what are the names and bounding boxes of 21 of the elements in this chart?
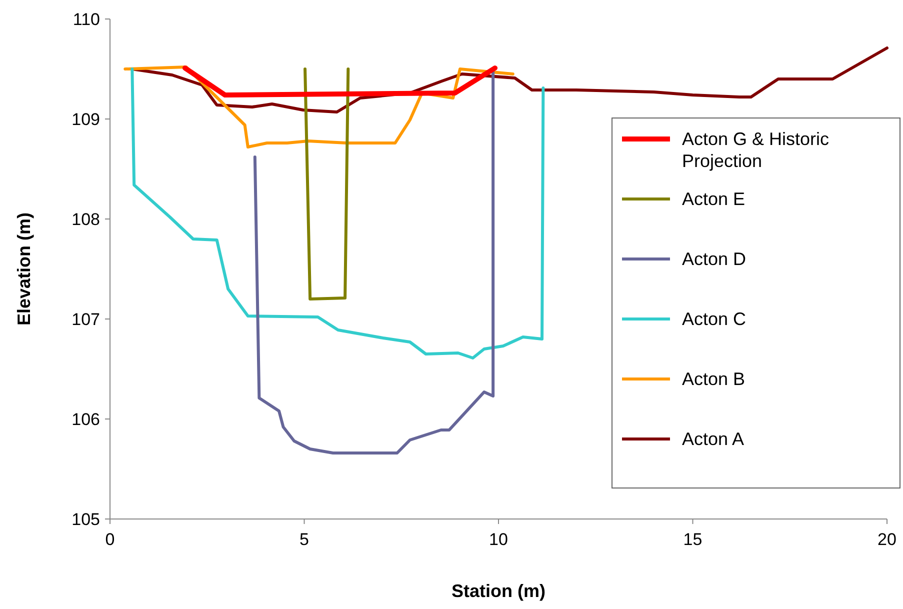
legend-label: Acton E	[682, 189, 746, 209]
y-tick-label: 108	[72, 210, 100, 229]
y-tick-label: 110	[72, 10, 100, 29]
legend-label: Acton D	[682, 249, 746, 269]
x-axis-title: Station (m)	[452, 581, 546, 601]
y-tick-label: 105	[72, 510, 100, 529]
y-tick-label: 107	[72, 310, 100, 329]
legend-label: Acton A	[682, 429, 744, 449]
legend-label: Acton B	[682, 369, 746, 389]
y-axis-title: Elevation (m)	[14, 212, 34, 326]
x-tick-label: 15	[683, 530, 702, 549]
x-tick-label: 20	[878, 530, 896, 549]
line-series	[130, 46, 888, 114]
line-series	[130, 68, 545, 360]
legend-label: Acton G & Historic Projection	[682, 129, 830, 171]
x-tick-label: 10	[489, 530, 508, 549]
x-tick-label: 0	[105, 530, 115, 549]
legend-label: Acton C	[682, 309, 746, 329]
y-tick-label: 106	[72, 410, 100, 429]
y-tick-label: 109	[72, 110, 100, 129]
x-tick-label: 5	[300, 530, 309, 549]
